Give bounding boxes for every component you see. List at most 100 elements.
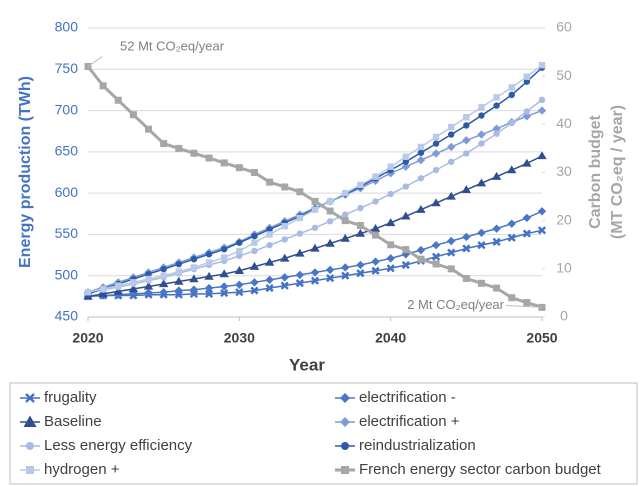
data-point (463, 122, 470, 129)
data-point (130, 279, 137, 286)
data-point (220, 159, 228, 167)
data-point (508, 91, 515, 99)
data-point (189, 274, 199, 283)
data-point (281, 183, 289, 191)
data-point (99, 285, 107, 293)
data-point (84, 289, 92, 296)
data-point (372, 198, 379, 205)
data-point (523, 73, 531, 80)
data-point (160, 140, 168, 148)
data-point (190, 149, 198, 157)
data-point (145, 270, 152, 278)
data-point (477, 130, 486, 139)
data-point (493, 130, 500, 137)
data-point (417, 149, 425, 156)
legend-marker (25, 393, 35, 403)
data-point (493, 284, 501, 292)
x-tick-label: 2040 (375, 330, 406, 346)
data-point (386, 264, 395, 273)
x-tick-label: 2030 (224, 330, 255, 346)
data-point (357, 181, 364, 189)
data-point (158, 279, 169, 288)
data-point (280, 253, 290, 262)
data-point (342, 211, 349, 218)
data-point (448, 123, 455, 131)
data-point (357, 204, 364, 212)
data-point (342, 189, 349, 197)
y2-tick-label: 60 (556, 19, 572, 35)
data-point (477, 228, 486, 237)
data-point (417, 255, 425, 263)
data-point (310, 276, 320, 285)
data-point (251, 239, 258, 246)
data-point (401, 162, 410, 171)
data-point (507, 219, 516, 228)
data-point (296, 188, 304, 196)
y2-tick-label: 10 (556, 260, 572, 276)
data-point (295, 270, 305, 280)
legend-marker (341, 442, 349, 450)
data-point (537, 207, 547, 216)
data-point (236, 252, 243, 260)
data-point (401, 260, 410, 270)
y2-tick-label: 0 (560, 308, 568, 324)
data-point (341, 271, 350, 280)
data-point (280, 281, 289, 290)
data-point (461, 185, 472, 194)
data-point (537, 106, 547, 115)
data-point (416, 245, 426, 255)
data-point (296, 214, 304, 222)
data-point (311, 206, 319, 213)
data-point (417, 143, 425, 151)
y2-tick-label: 20 (556, 211, 572, 227)
data-point (174, 276, 184, 285)
data-point (523, 78, 531, 85)
data-point (355, 228, 366, 237)
data-point (431, 149, 441, 158)
data-point (204, 271, 214, 280)
data-point (356, 269, 365, 278)
data-point (356, 260, 365, 270)
data-point (98, 289, 108, 298)
data-point (175, 144, 183, 152)
data-point (432, 140, 440, 147)
data-point (310, 243, 320, 252)
y-tick-label: 800 (55, 19, 79, 35)
data-point (387, 190, 394, 198)
data-point (462, 136, 471, 145)
data-point (477, 241, 486, 250)
legend-label: hydrogen + (44, 461, 120, 478)
legend-marker (341, 466, 349, 474)
data-point (372, 231, 380, 239)
data-point (492, 124, 501, 133)
data-point (326, 198, 334, 205)
data-point (402, 246, 410, 254)
data-point (249, 261, 260, 270)
data-point (493, 94, 500, 101)
legend-marker (23, 415, 37, 427)
data-point (325, 238, 335, 247)
legend-marker (26, 442, 34, 450)
data-point (295, 248, 305, 257)
data-point (236, 239, 243, 246)
data-point (523, 108, 531, 115)
data-point (340, 233, 350, 242)
data-point (493, 102, 500, 109)
x-tick-label: 2050 (526, 330, 557, 346)
data-point (538, 61, 546, 69)
data-point (235, 280, 244, 289)
data-point (311, 197, 319, 205)
data-point (144, 288, 153, 298)
legend-label: Less energy efficiency (44, 437, 193, 454)
data-point (447, 236, 456, 246)
data-point (477, 279, 485, 287)
data-point (416, 155, 426, 165)
data-point (356, 221, 364, 229)
data-point (508, 294, 516, 302)
y2-axis-title: (MT CO₂eq / year) (609, 105, 626, 239)
data-point (205, 259, 213, 266)
data-point (295, 279, 304, 288)
data-point (432, 260, 440, 268)
data-point (265, 275, 274, 285)
y2-tick-label: 30 (556, 163, 572, 179)
